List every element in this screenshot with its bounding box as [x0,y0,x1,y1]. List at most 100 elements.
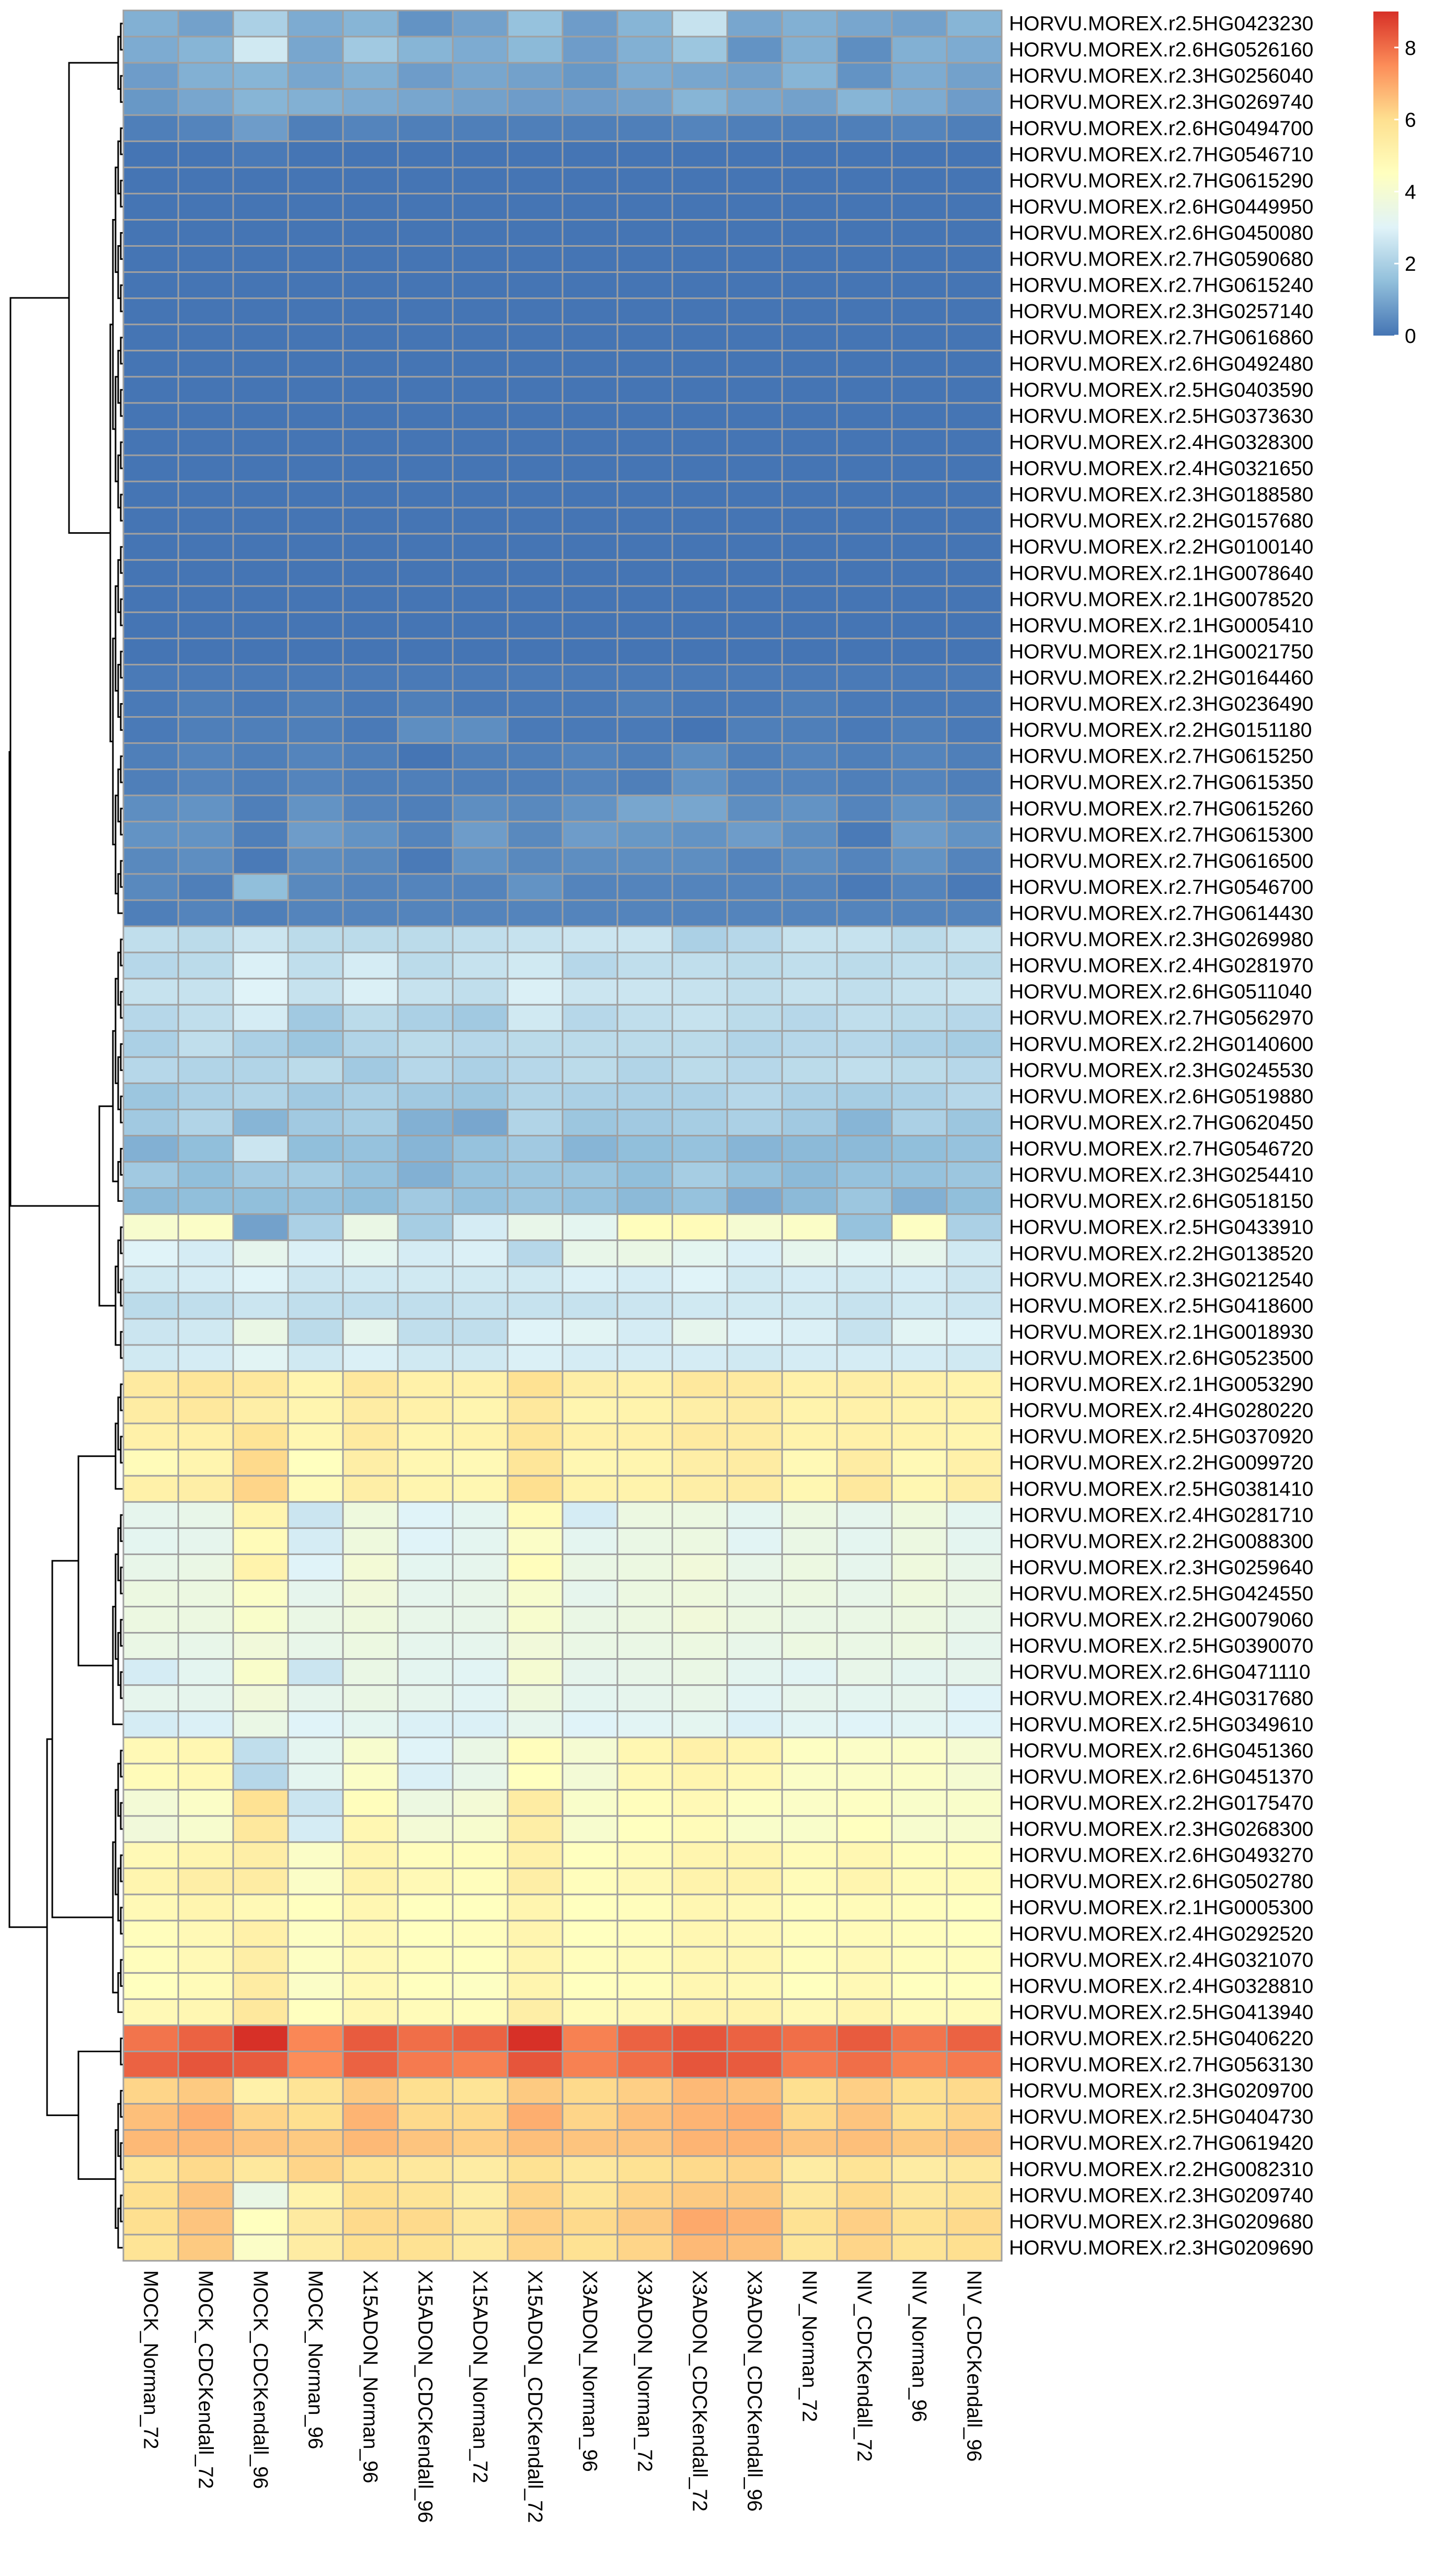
heatmap-cell [507,1161,564,1189]
heatmap-cell [946,637,1003,665]
heatmap-cell [452,1946,509,1974]
heatmap-cell [397,1789,454,1817]
heatmap-cell [891,637,948,665]
heatmap-cell [671,2129,728,2157]
heatmap-cell [177,559,234,587]
heatmap-cell [342,1579,399,1608]
heatmap-cell [616,585,673,613]
heatmap-cell [342,533,399,561]
heatmap-cell [507,847,564,875]
heatmap-cell [671,507,728,535]
heatmap-cell [781,376,838,404]
row-label: HORVU.MOREX.r2.3HG0209680 [1009,2211,1313,2233]
heatmap-cell [397,1422,454,1451]
heatmap-cell [177,350,234,378]
heatmap-cell [177,925,234,953]
heatmap-cell [946,1266,1003,1294]
heatmap-cell [781,585,838,613]
heatmap-cell [946,1501,1003,1529]
heatmap-cell [232,1082,289,1110]
row-label: HORVU.MOREX.r2.2HG0164460 [1009,666,1313,689]
heatmap-cell [726,899,783,927]
heatmap-cell [891,1972,948,2000]
row-label: HORVU.MOREX.r2.2HG0082310 [1009,2158,1313,2181]
heatmap-cell [397,1292,454,1320]
heatmap-cell [287,1893,344,1922]
column-label: X15ADON_Norman_96 [359,2270,382,2483]
heatmap-cell [177,1632,234,1660]
heatmap-cell [891,192,948,221]
heatmap-cell [781,1108,838,1136]
heatmap-cell [122,1161,179,1189]
heatmap-cell [671,1135,728,1163]
heatmap-cell [671,1108,728,1136]
heatmap-cell [397,140,454,168]
row-label: HORVU.MOREX.r2.4HG0281710 [1009,1504,1313,1526]
heatmap-cell [232,1448,289,1477]
heatmap-cell [397,297,454,326]
row-label: HORVU.MOREX.r2.4HG0328300 [1009,431,1313,454]
heatmap-cell [726,192,783,221]
heatmap-cell [452,2077,509,2105]
heatmap-cell [726,2181,783,2210]
heatmap-cell [836,218,893,247]
row-label: HORVU.MOREX.r2.3HG0257140 [1009,301,1313,323]
heatmap-cell [507,1082,564,1110]
heatmap-cell [616,795,673,823]
heatmap-cell [507,1919,564,1948]
heatmap-cell [232,637,289,665]
heatmap-cell [561,873,618,901]
heatmap-cell [561,1292,618,1320]
heatmap-cell [671,428,728,456]
heatmap-cell [726,585,783,613]
heatmap-cell [836,1318,893,1346]
heatmap-cell [232,1344,289,1372]
heatmap-cell [342,2181,399,2210]
heatmap-cell [397,1867,454,1895]
heatmap-cell [452,376,509,404]
heatmap-cell [891,1789,948,1817]
heatmap-cell [836,1030,893,1058]
heatmap-cell [561,2207,618,2236]
heatmap-cell [781,1501,838,1529]
heatmap-cell [781,1396,838,1424]
heatmap-cell [232,218,289,247]
heatmap-cell [781,2234,838,2262]
heatmap-cell [726,2155,783,2183]
heatmap-cell [561,2181,618,2210]
heatmap-cell [836,2181,893,2210]
heatmap-cell [397,1475,454,1503]
heatmap-cell [891,533,948,561]
heatmap-cell [891,1501,948,1529]
heatmap-cell [507,2181,564,2210]
heatmap-cell [946,218,1003,247]
heatmap-cell [122,218,179,247]
row-label: HORVU.MOREX.r2.4HG0321650 [1009,457,1313,480]
heatmap-cell [671,1998,728,2026]
heatmap-cell [177,1239,234,1268]
heatmap-cell [671,1422,728,1451]
heatmap-cell [671,271,728,300]
heatmap-cell [177,1475,234,1503]
heatmap-cell [287,1056,344,1084]
heatmap-cell [452,350,509,378]
heatmap-cell [122,2129,179,2157]
heatmap-cell [726,1135,783,1163]
heatmap-cell [342,2207,399,2236]
heatmap-cell [232,1789,289,1817]
dendrogram-branch [77,2051,121,2180]
heatmap-cell [177,166,234,194]
heatmap-cell [616,1841,673,1869]
heatmap-cell [507,1108,564,1136]
heatmap-cell [507,1972,564,2000]
heatmap-cell [836,2103,893,2131]
heatmap-cell [946,821,1003,849]
heatmap-cell [342,925,399,953]
heatmap-cell [891,2207,948,2236]
heatmap-cell [177,2051,234,2079]
row-label: HORVU.MOREX.r2.2HG0079060 [1009,1609,1313,1631]
heatmap-cell [122,1475,179,1503]
heatmap-cell [671,1030,728,1058]
heatmap-cell [561,1213,618,1241]
row-label: HORVU.MOREX.r2.1HG0053290 [1009,1373,1313,1396]
